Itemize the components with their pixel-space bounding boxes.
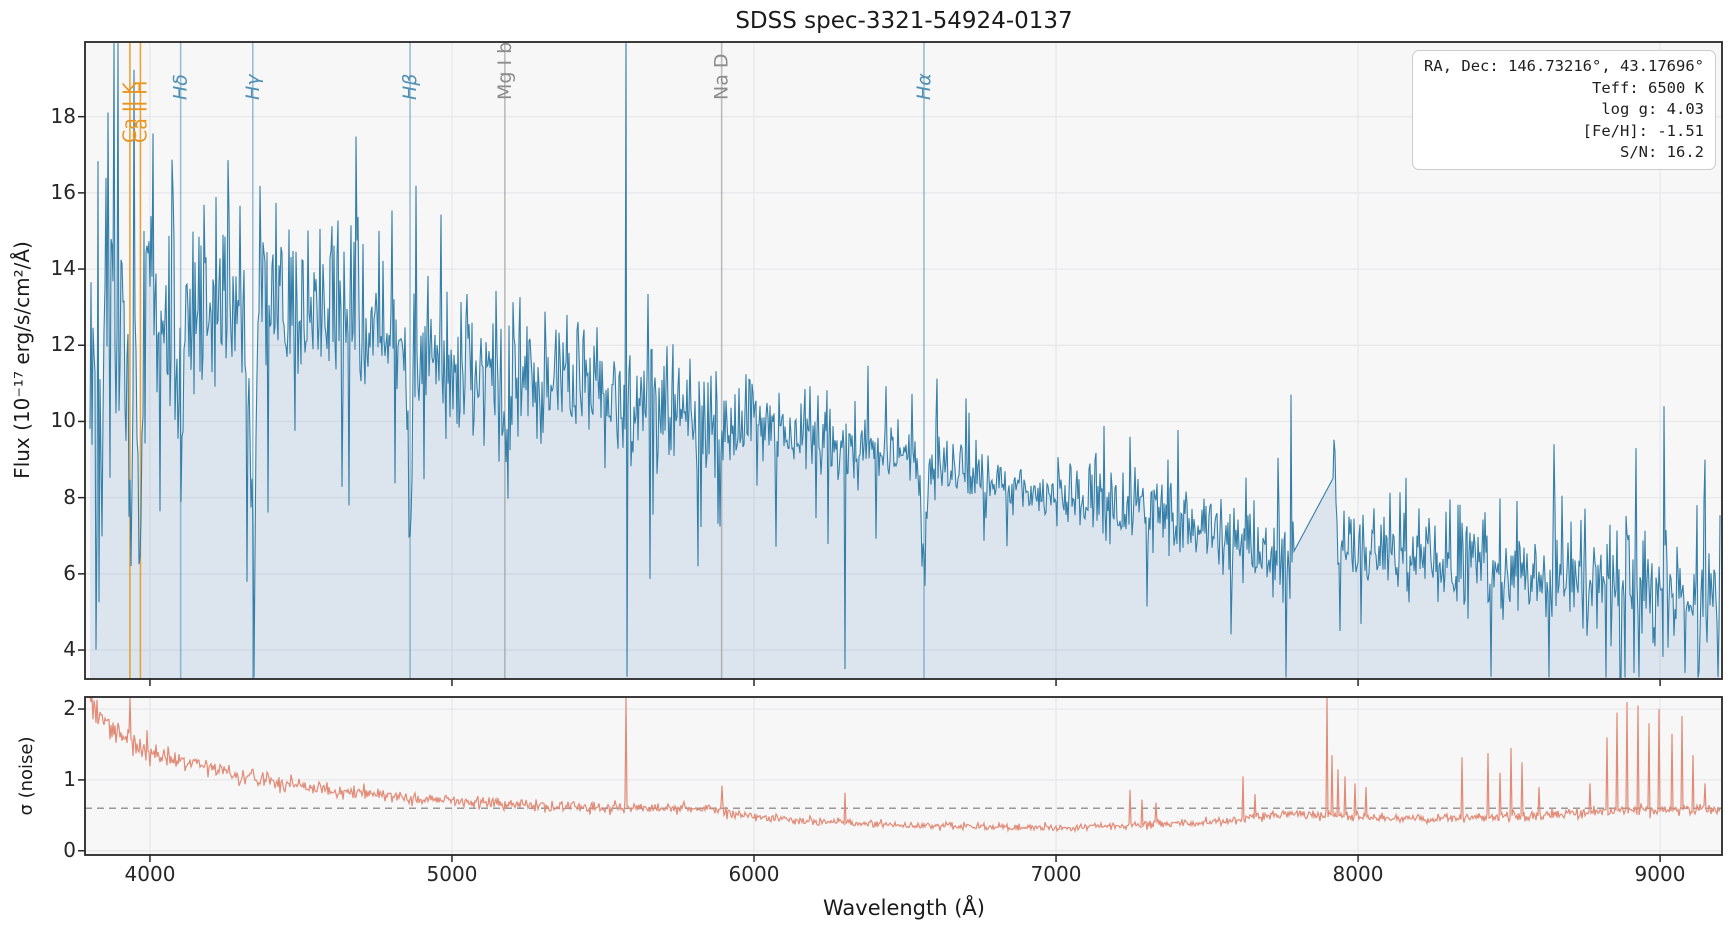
noise-tick-label: 1 — [63, 767, 76, 791]
stellar-parameters-box: RA, Dec: 146.73216°, 43.17696° Teff: 650… — [1412, 50, 1716, 170]
noise-tick-label: 2 — [63, 696, 76, 720]
noise-curve — [89, 696, 1721, 834]
x-tick-label: 7000 — [1030, 862, 1082, 886]
spectral-line-label: Hβ — [399, 74, 421, 100]
info-line-teff: Teff: 6500 K — [1592, 78, 1704, 97]
spectral-line-label: Hδ — [170, 74, 192, 100]
spectral-line-label: Hγ — [242, 73, 264, 100]
spectral-line-label: Ca II H — [129, 81, 151, 143]
flux-spectrum-trace — [89, 43, 1721, 679]
x-tick-label: 8000 — [1332, 862, 1384, 886]
flux-tick-label: 14 — [50, 256, 76, 280]
axes-spine — [84, 696, 1723, 856]
chart-title: SDSS spec-3321-54924-0137 — [735, 8, 1073, 34]
wavelength-axis-label: Wavelength (Å) — [822, 896, 985, 920]
sigma-axis-label: σ (noise) — [16, 736, 37, 816]
spectral-line-label: Na D — [711, 53, 733, 100]
flux-fill-area — [90, 43, 1720, 680]
flux-tick-label: 18 — [50, 104, 76, 128]
spectral-line-label: Hα — [913, 73, 935, 100]
x-tick-label: 9000 — [1634, 862, 1686, 886]
info-line-feh: [Fe/H]: -1.51 — [1582, 121, 1704, 140]
flux-tick-label: 12 — [50, 332, 76, 356]
info-line-ra-dec: RA, Dec: 146.73216°, 43.17696° — [1424, 57, 1704, 75]
info-line-sn: S/N: 16.2 — [1620, 143, 1704, 161]
flux-tick-label: 10 — [50, 408, 76, 432]
spectral-line-label: Mg I b — [494, 42, 516, 100]
axes-spine — [84, 41, 1723, 680]
x-tick-label: 4000 — [124, 862, 176, 886]
flux-tick-label: 6 — [63, 561, 76, 585]
noise-tick-label: 0 — [63, 838, 76, 862]
plot-background — [85, 697, 1722, 855]
flux-tick-label: 8 — [63, 485, 76, 509]
flux-tick-label: 4 — [63, 637, 76, 661]
x-tick-label: 5000 — [426, 862, 478, 886]
spectral-line-label: Ca II K — [119, 82, 141, 143]
flux-tick-label: 16 — [50, 180, 76, 204]
x-tick-label: 6000 — [728, 862, 780, 886]
info-line-logg: log g: 4.03 — [1601, 100, 1704, 118]
